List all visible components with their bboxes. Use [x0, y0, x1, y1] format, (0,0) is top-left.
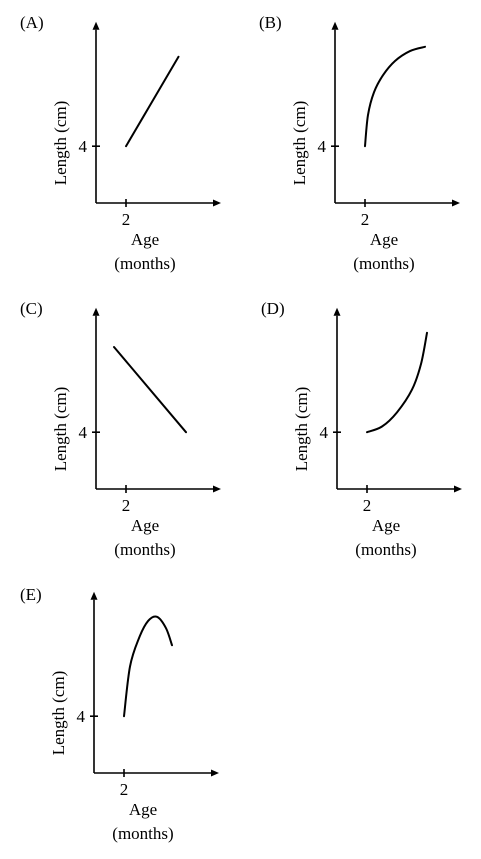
x-axis-arrowhead [213, 199, 221, 207]
y-tick-label: 4 [79, 423, 88, 442]
x-axis-label-units: (months) [353, 254, 414, 273]
x-tick-label: 2 [122, 210, 131, 229]
y-axis-label: Length (cm) [49, 671, 68, 756]
x-axis-label-units: (months) [112, 824, 173, 843]
panel-b: (B) 2 4 Length (cm) Age (months) [259, 13, 460, 273]
y-axis-label: Length (cm) [51, 101, 70, 186]
panel-d: (D) 2 4 Length (cm) Age (months) [261, 299, 462, 559]
y-tick-label: 4 [320, 423, 329, 442]
x-axis-label-units: (months) [114, 540, 175, 559]
x-axis-arrowhead [454, 485, 462, 493]
x-axis-label: Age [131, 516, 159, 535]
x-tick-label: 2 [122, 496, 131, 515]
x-axis-label-units: (months) [355, 540, 416, 559]
y-axis-label: Length (cm) [292, 387, 311, 472]
x-tick-label: 2 [361, 210, 370, 229]
panel-label-a: (A) [20, 13, 44, 32]
y-tick-label: 4 [79, 137, 88, 156]
x-axis-label: Age [131, 230, 159, 249]
y-tick-label: 4 [77, 707, 86, 726]
panel-label-b: (B) [259, 13, 282, 32]
y-axis-arrowhead [92, 307, 100, 316]
x-axis-arrowhead [213, 485, 221, 493]
panel-e: (E) 2 4 Length (cm) Age (months) [20, 585, 219, 843]
x-axis-arrowhead [211, 769, 219, 777]
panel-c: (C) 2 4 Length (cm) Age (months) [20, 299, 221, 559]
series-line-e [123, 615, 173, 718]
y-axis-label: Length (cm) [290, 101, 309, 186]
y-axis-label: Length (cm) [51, 387, 70, 472]
series-line-d [366, 331, 428, 434]
y-tick-label: 4 [318, 137, 327, 156]
series-line-a [125, 55, 180, 148]
x-axis-label: Age [372, 516, 400, 535]
series-line-b [364, 45, 426, 148]
x-tick-label: 2 [363, 496, 372, 515]
x-axis-label: Age [370, 230, 398, 249]
y-axis-arrowhead [331, 21, 339, 30]
x-axis-label-units: (months) [114, 254, 175, 273]
x-axis-label: Age [129, 800, 157, 819]
panel-label-d: (D) [261, 299, 285, 318]
x-tick-label: 2 [120, 780, 129, 799]
panel-label-e: (E) [20, 585, 42, 604]
series-line-c [113, 346, 187, 434]
panel-a: (A) 2 4 Length (cm) Age (months) [20, 13, 221, 273]
y-axis-arrowhead [333, 307, 341, 316]
panel-label-c: (C) [20, 299, 43, 318]
y-axis-arrowhead [92, 21, 100, 30]
x-axis-arrowhead [452, 199, 460, 207]
y-axis-arrowhead [90, 591, 98, 600]
